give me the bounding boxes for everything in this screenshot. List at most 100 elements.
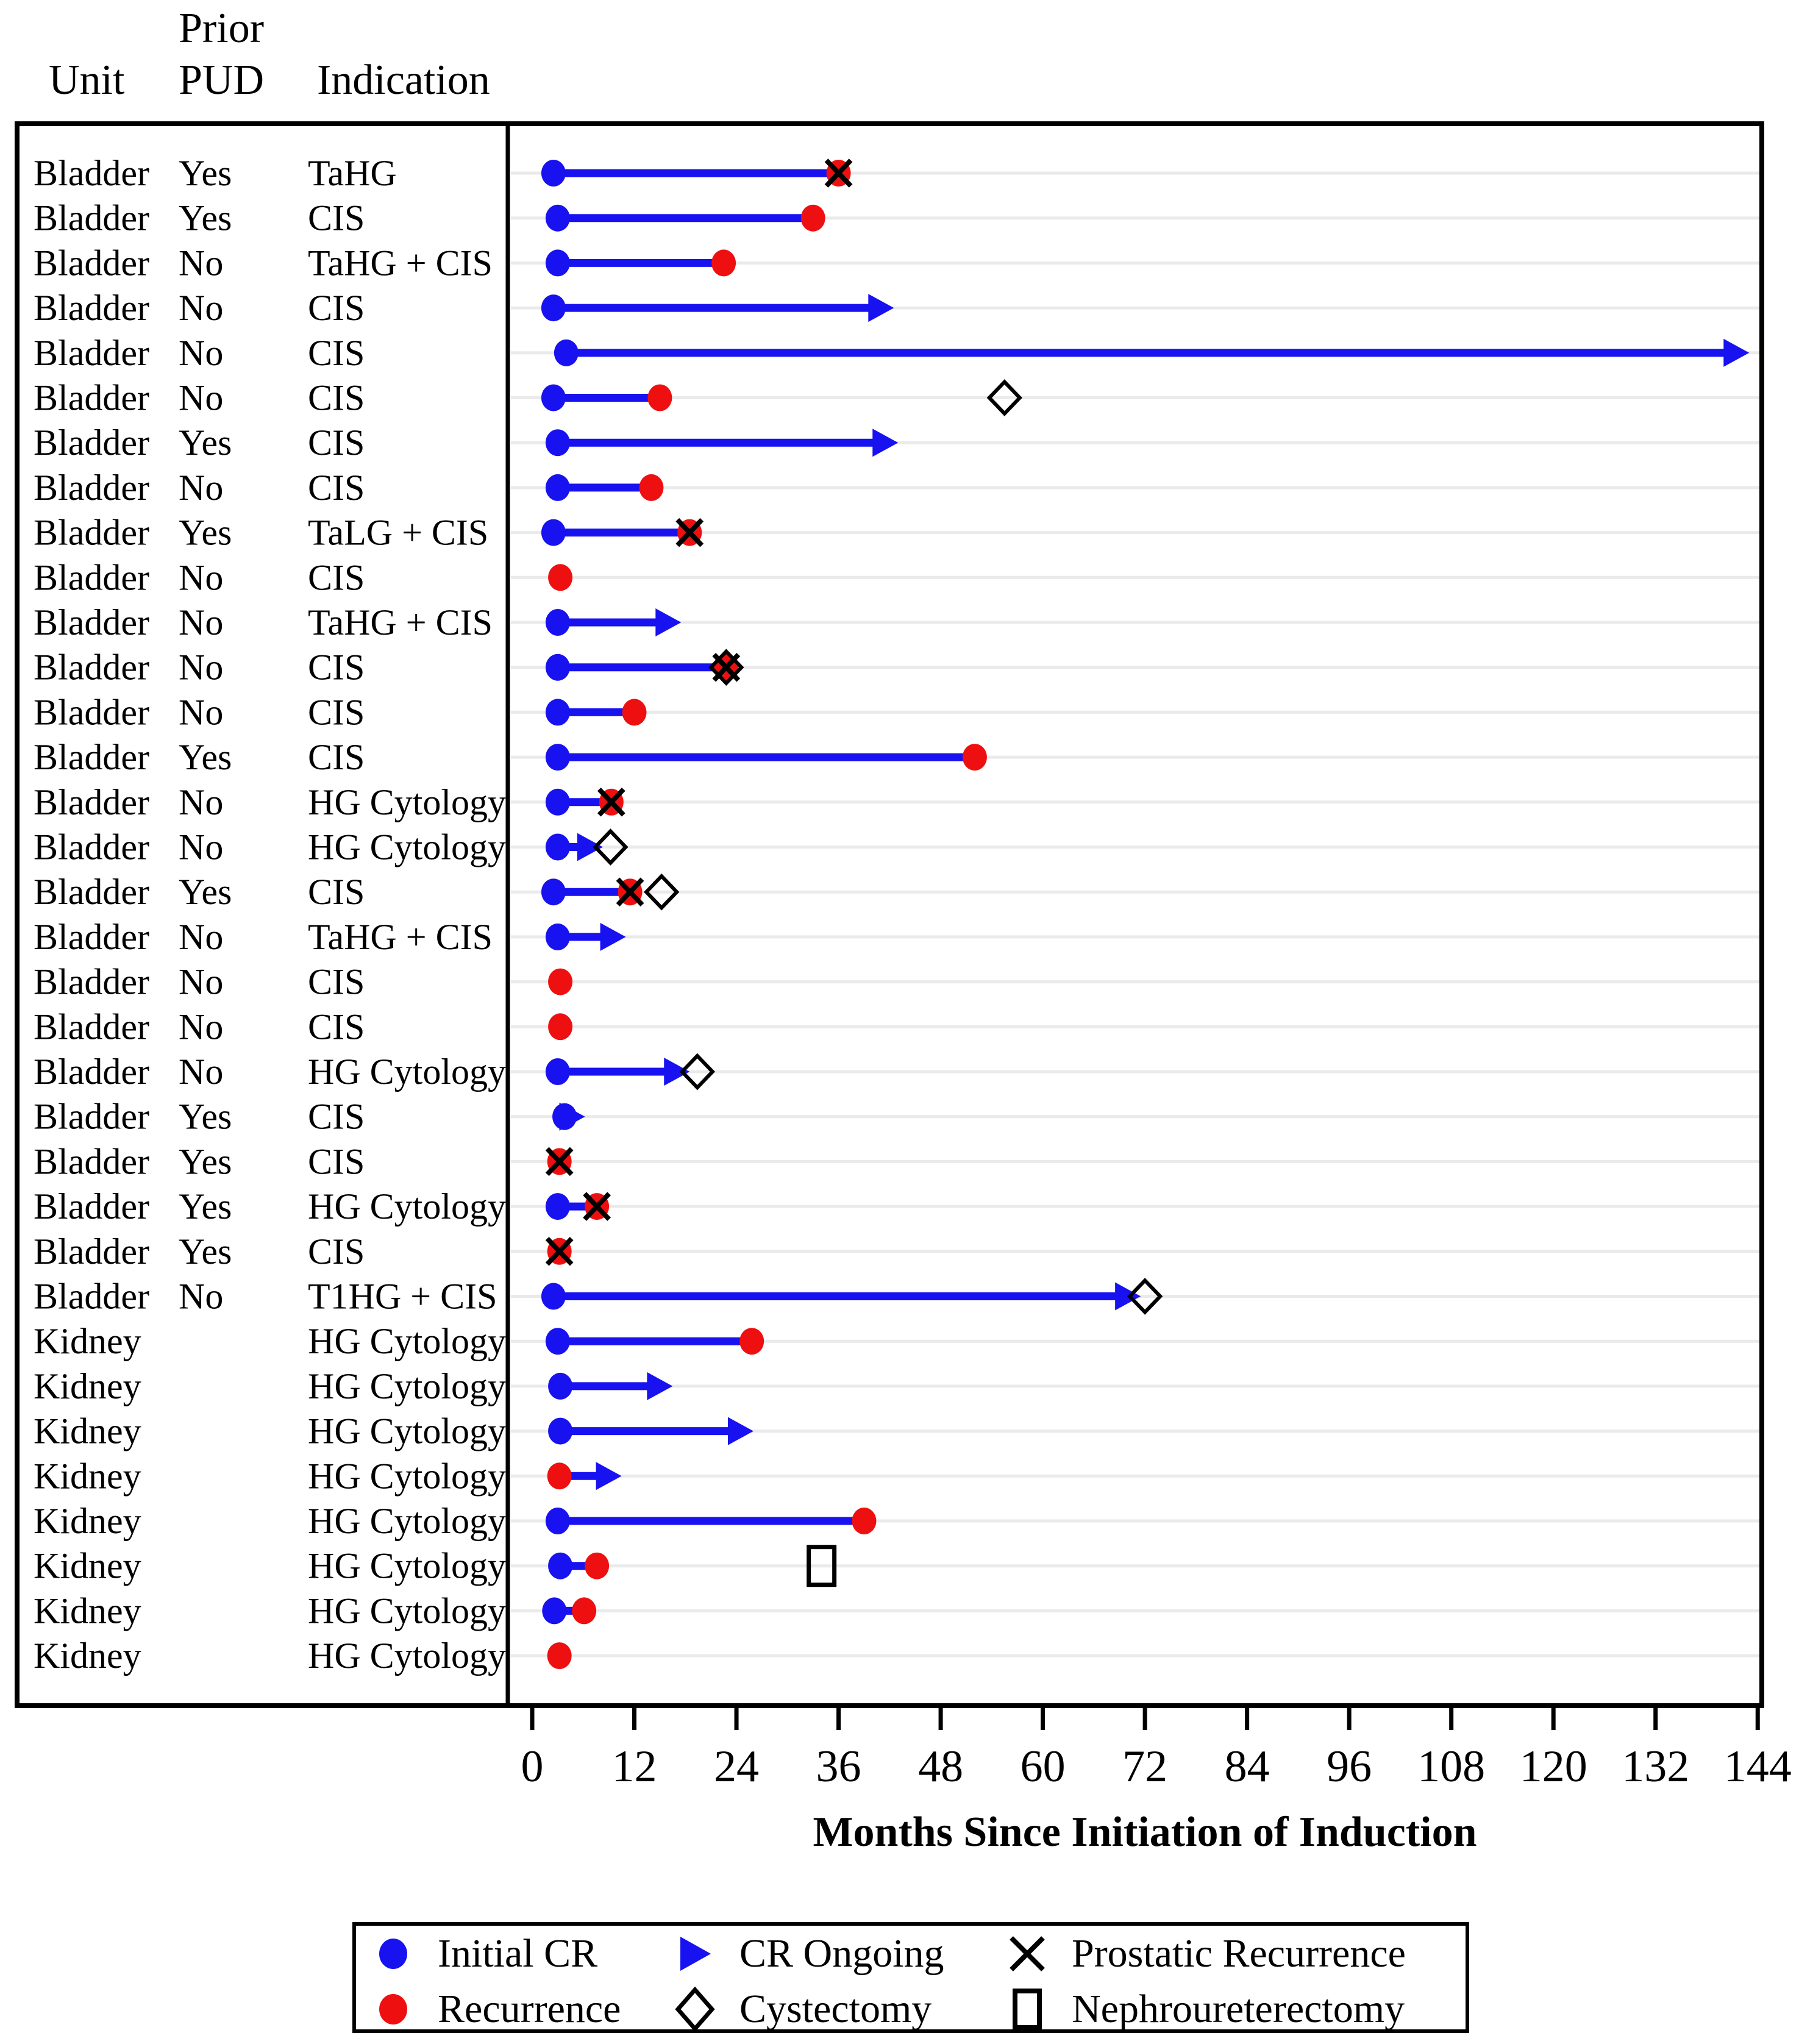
swimmer-lane: Kidney HG Cytology bbox=[34, 1545, 1759, 1587]
legend bbox=[352, 1922, 1469, 2033]
svg-text:HG Cytology: HG Cytology bbox=[308, 1321, 506, 1361]
svg-text:Yes: Yes bbox=[179, 737, 232, 777]
swimmer-lane: Bladder Yes TaHG bbox=[34, 153, 1759, 193]
svg-text:HG Cytology: HG Cytology bbox=[308, 1636, 506, 1676]
cystectomy-icon bbox=[675, 1986, 715, 2032]
svg-text:CIS: CIS bbox=[308, 288, 365, 328]
initial-cr-marker bbox=[545, 653, 570, 681]
initial-cr-marker bbox=[545, 609, 570, 636]
svg-text:84: 84 bbox=[1225, 1742, 1270, 1792]
svg-text:Kidney: Kidney bbox=[34, 1501, 141, 1541]
initial-cr-marker bbox=[545, 1508, 570, 1534]
swimmer-lane: Bladder No CIS bbox=[34, 962, 1759, 1002]
svg-text:Bladder: Bladder bbox=[34, 1097, 149, 1137]
initial-cr-marker bbox=[545, 1193, 570, 1220]
svg-text:No: No bbox=[179, 378, 223, 418]
svg-text:TaHG + CIS: TaHG + CIS bbox=[308, 602, 493, 643]
swimmer-lane: Kidney HG Cytology bbox=[34, 1321, 1759, 1361]
cr-ongoing-arrow bbox=[600, 922, 626, 951]
svg-text:Bladder: Bladder bbox=[34, 647, 149, 688]
swimmer-lane: Bladder No HG Cytology bbox=[34, 1052, 1759, 1092]
svg-text:CIS: CIS bbox=[308, 962, 365, 1002]
svg-text:CIS: CIS bbox=[308, 692, 365, 732]
svg-text:Kidney: Kidney bbox=[34, 1590, 141, 1631]
swimmer-lane: Bladder No CIS bbox=[34, 288, 1759, 328]
recurrence-marker bbox=[639, 474, 664, 501]
svg-text:No: No bbox=[179, 692, 223, 732]
svg-text:CIS: CIS bbox=[308, 1141, 365, 1181]
prostatic-recurrence-marker bbox=[583, 1192, 611, 1221]
svg-text:Kidney: Kidney bbox=[34, 1456, 141, 1496]
initial-cr-marker bbox=[545, 833, 570, 861]
svg-text:HG Cytology: HG Cytology bbox=[308, 827, 506, 867]
initial-cr-marker bbox=[545, 429, 570, 457]
svg-text:Bladder: Bladder bbox=[34, 1006, 149, 1047]
initial-cr-marker bbox=[545, 474, 570, 501]
svg-text:CIS: CIS bbox=[308, 1006, 365, 1047]
initial-cr-marker bbox=[545, 1328, 570, 1355]
svg-text:HG Cytology: HG Cytology bbox=[308, 1186, 506, 1227]
initial-cr-marker bbox=[541, 519, 566, 546]
swimmer-lane: Bladder Yes CIS bbox=[34, 422, 1759, 463]
svg-text:TaHG + CIS: TaHG + CIS bbox=[308, 243, 493, 283]
svg-text:132: 132 bbox=[1622, 1742, 1689, 1792]
svg-text:Bladder: Bladder bbox=[34, 198, 149, 238]
initial-cr-marker bbox=[548, 1552, 573, 1579]
svg-text:Yes: Yes bbox=[179, 1097, 232, 1137]
swimmer-lane: Kidney HG Cytology bbox=[34, 1411, 1759, 1451]
cr-ongoing-arrow bbox=[664, 1058, 690, 1086]
svg-text:CIS: CIS bbox=[308, 872, 365, 912]
initial-cr-marker bbox=[541, 384, 566, 411]
swimmer-lane: Bladder No CIS bbox=[34, 557, 1759, 597]
initial-cr-icon bbox=[379, 1939, 407, 1969]
svg-text:No: No bbox=[179, 1277, 223, 1317]
prostatic-recurrence-marker bbox=[824, 158, 853, 188]
cystectomy-marker bbox=[679, 1053, 715, 1091]
svg-text:CIS: CIS bbox=[308, 333, 365, 373]
svg-text:No: No bbox=[179, 557, 223, 597]
svg-text:No: No bbox=[179, 288, 223, 328]
svg-text:Kidney: Kidney bbox=[34, 1321, 141, 1361]
swimmer-lane: Bladder No TaHG + CIS bbox=[34, 602, 1759, 643]
swimmer-lane: Bladder Yes CIS bbox=[34, 1141, 1759, 1181]
svg-text:CIS: CIS bbox=[308, 378, 365, 418]
swimmer-lane: Bladder No HG Cytology bbox=[34, 782, 1759, 822]
x-axis: 0 12 24 36 48 60 72 84 96 108 120 132 144 bbox=[521, 1708, 1792, 1792]
cr-ongoing-arrow bbox=[655, 608, 682, 636]
svg-text:No: No bbox=[179, 917, 223, 957]
recurrence-marker bbox=[547, 1642, 572, 1670]
svg-text:Bladder: Bladder bbox=[34, 333, 149, 373]
svg-text:CIS: CIS bbox=[308, 198, 365, 238]
nephroureterectomy-icon bbox=[1013, 1989, 1042, 2030]
svg-text:Bladder: Bladder bbox=[34, 1052, 149, 1092]
svg-text:60: 60 bbox=[1021, 1742, 1066, 1792]
legend-item-initial-cr: Initial CR bbox=[363, 1923, 597, 1984]
cr-ongoing-icon bbox=[680, 1937, 711, 1971]
svg-text:24: 24 bbox=[714, 1742, 759, 1792]
initial-cr-marker bbox=[545, 1058, 570, 1085]
legend-item-prostatic-recurrence: Prostatic Recurrence bbox=[997, 1923, 1406, 1984]
recurrence-marker bbox=[800, 204, 825, 232]
recurrence-marker bbox=[572, 1597, 597, 1625]
svg-text:HG Cytology: HG Cytology bbox=[308, 1456, 506, 1496]
legend-label: CR Ongoing bbox=[739, 1931, 944, 1976]
svg-text:Bladder: Bladder bbox=[34, 782, 149, 822]
recurrence-marker bbox=[852, 1508, 877, 1534]
swimmer-lane: Bladder No CIS bbox=[34, 468, 1759, 508]
swimmer-lane: Bladder No HG Cytology bbox=[34, 827, 1759, 867]
svg-text:Bladder: Bladder bbox=[34, 422, 149, 463]
svg-text:72: 72 bbox=[1122, 1742, 1167, 1792]
cr-ongoing-arrow bbox=[868, 294, 894, 322]
legend-label: Prostatic Recurrence bbox=[1072, 1931, 1406, 1976]
svg-text:HG Cytology: HG Cytology bbox=[308, 1546, 506, 1586]
svg-text:Kidney: Kidney bbox=[34, 1546, 141, 1586]
svg-text:Yes: Yes bbox=[179, 513, 232, 553]
swimmer-lane: Bladder Yes CIS bbox=[34, 737, 1759, 777]
svg-text:HG Cytology: HG Cytology bbox=[308, 1590, 506, 1631]
svg-text:144: 144 bbox=[1724, 1742, 1792, 1792]
legend-label: Recurrence bbox=[438, 1987, 621, 2031]
initial-cr-marker bbox=[542, 1597, 567, 1625]
swimmer-lane: Bladder Yes CIS bbox=[34, 1231, 1759, 1272]
svg-text:CIS: CIS bbox=[308, 1231, 365, 1272]
svg-text:HG Cytology: HG Cytology bbox=[308, 782, 506, 822]
